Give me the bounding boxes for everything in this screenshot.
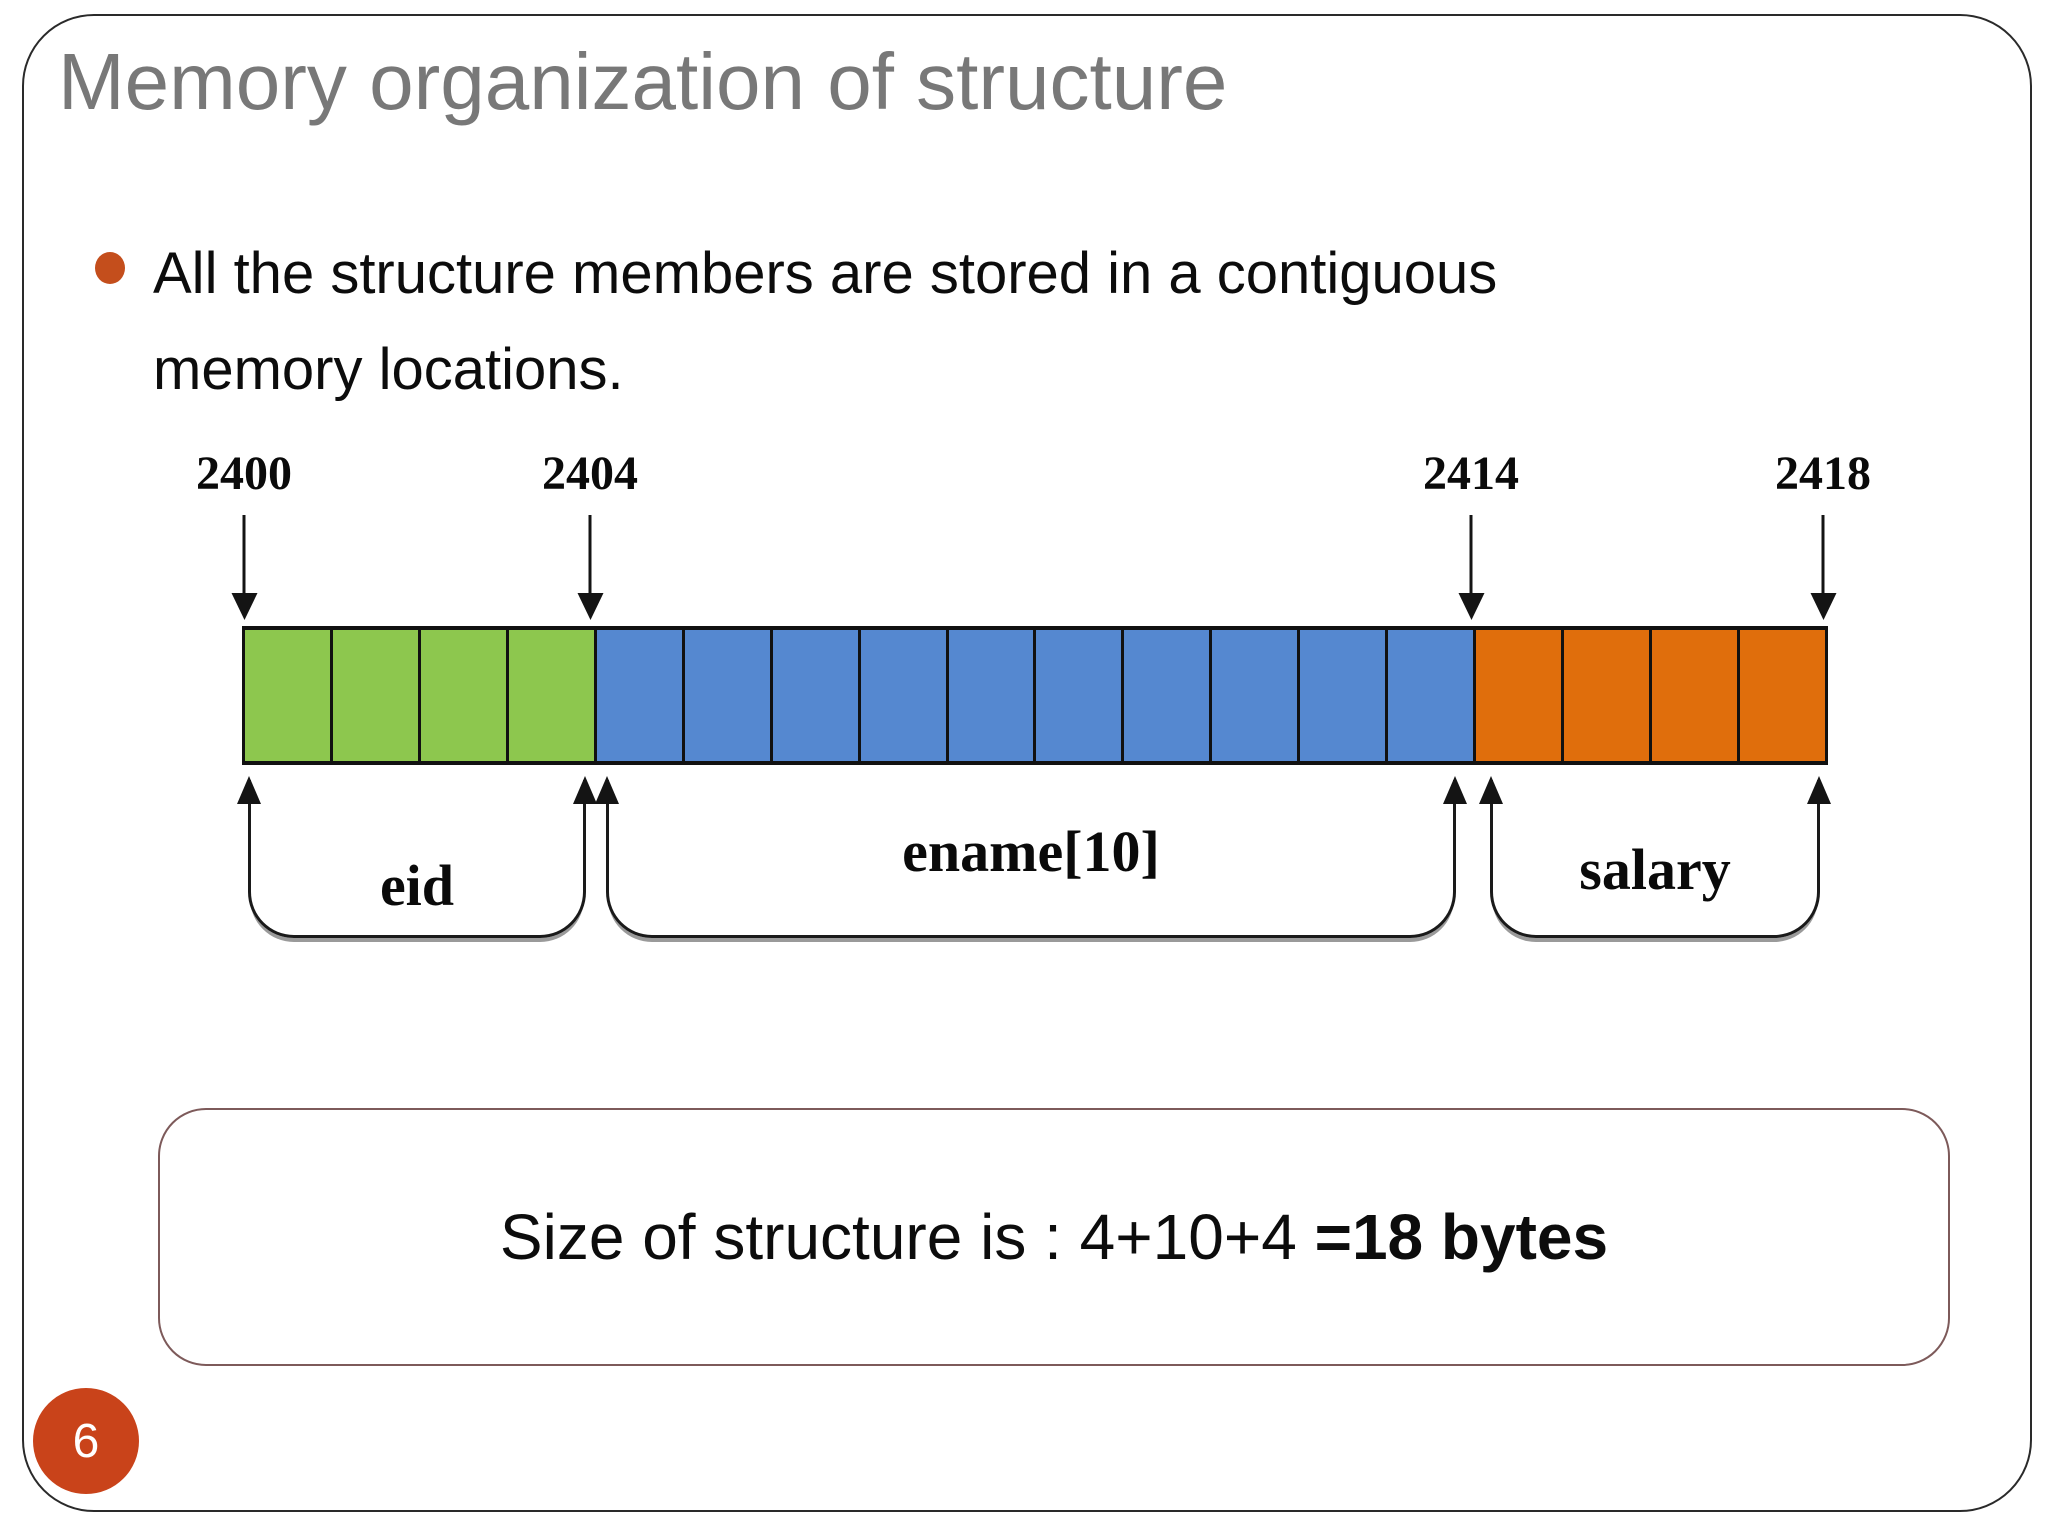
down-arrow-icon	[1469, 515, 1473, 593]
up-arrow-icon	[1807, 776, 1831, 804]
bracket-eid: eid	[237, 776, 597, 938]
up-arrow-icon	[237, 776, 261, 804]
down-arrow-icon	[588, 515, 592, 593]
member-label-salary: salary	[1579, 837, 1731, 902]
memory-cell-ename[10]	[948, 630, 1037, 761]
memory-cell-salary	[1652, 630, 1740, 761]
address-label-2400: 2400	[196, 447, 292, 500]
memory-cell-ename[10]	[860, 630, 949, 761]
bullet-line-1: All the structure members are stored in …	[153, 241, 1498, 306]
memory-cell-salary	[1739, 630, 1825, 761]
memory-cell-eid	[332, 630, 421, 761]
bullet-line-2: memory locations.	[153, 337, 624, 402]
down-arrow-icon	[1821, 515, 1825, 593]
memory-cell-eid	[508, 630, 597, 761]
memory-cell-ename[10]	[1300, 630, 1389, 761]
size-text-bold: =18 bytes	[1314, 1201, 1609, 1273]
size-of-structure-box: Size of structure is : 4+10+4 =18 bytes	[158, 1108, 1950, 1366]
page-title: Memory organization of structure	[58, 37, 1228, 126]
bullet-text: All the structure members are stored in …	[153, 226, 1497, 418]
slide-border	[22, 14, 2032, 1512]
member-label-ename: ename[10]	[902, 819, 1160, 884]
address-label-2404: 2404	[542, 447, 638, 500]
memory-cell-salary	[1564, 630, 1652, 761]
memory-cell-salary	[1476, 630, 1565, 761]
bracket-salary: salary	[1479, 776, 1831, 938]
bullet-item: All the structure members are stored in …	[95, 226, 1497, 418]
bracket-ename: ename[10]	[595, 776, 1467, 938]
memory-cell-ename[10]	[596, 630, 685, 761]
memory-cell-ename[10]	[1036, 630, 1125, 761]
page-number-badge: 6	[33, 1388, 139, 1494]
memory-bar	[242, 626, 1828, 765]
memory-cell-ename[10]	[772, 630, 861, 761]
up-arrow-icon	[1443, 776, 1467, 804]
up-arrow-icon	[595, 776, 619, 804]
memory-cell-ename[10]	[684, 630, 773, 761]
up-arrow-icon	[573, 776, 597, 804]
address-label-2414: 2414	[1423, 447, 1519, 500]
address-label-2418: 2418	[1775, 447, 1871, 500]
memory-cell-ename[10]	[1388, 630, 1477, 761]
page-number: 6	[72, 1414, 100, 1468]
memory-cell-ename[10]	[1124, 630, 1213, 761]
up-arrow-icon	[1479, 776, 1503, 804]
size-text: Size of structure is : 4+10+4	[499, 1201, 1315, 1273]
down-arrow-icon	[242, 515, 246, 593]
bullet-icon	[95, 252, 125, 284]
memory-cell-ename[10]	[1212, 630, 1301, 761]
memory-cell-eid	[245, 630, 333, 761]
memory-cell-eid	[420, 630, 509, 761]
member-label-eid: eid	[379, 853, 455, 918]
